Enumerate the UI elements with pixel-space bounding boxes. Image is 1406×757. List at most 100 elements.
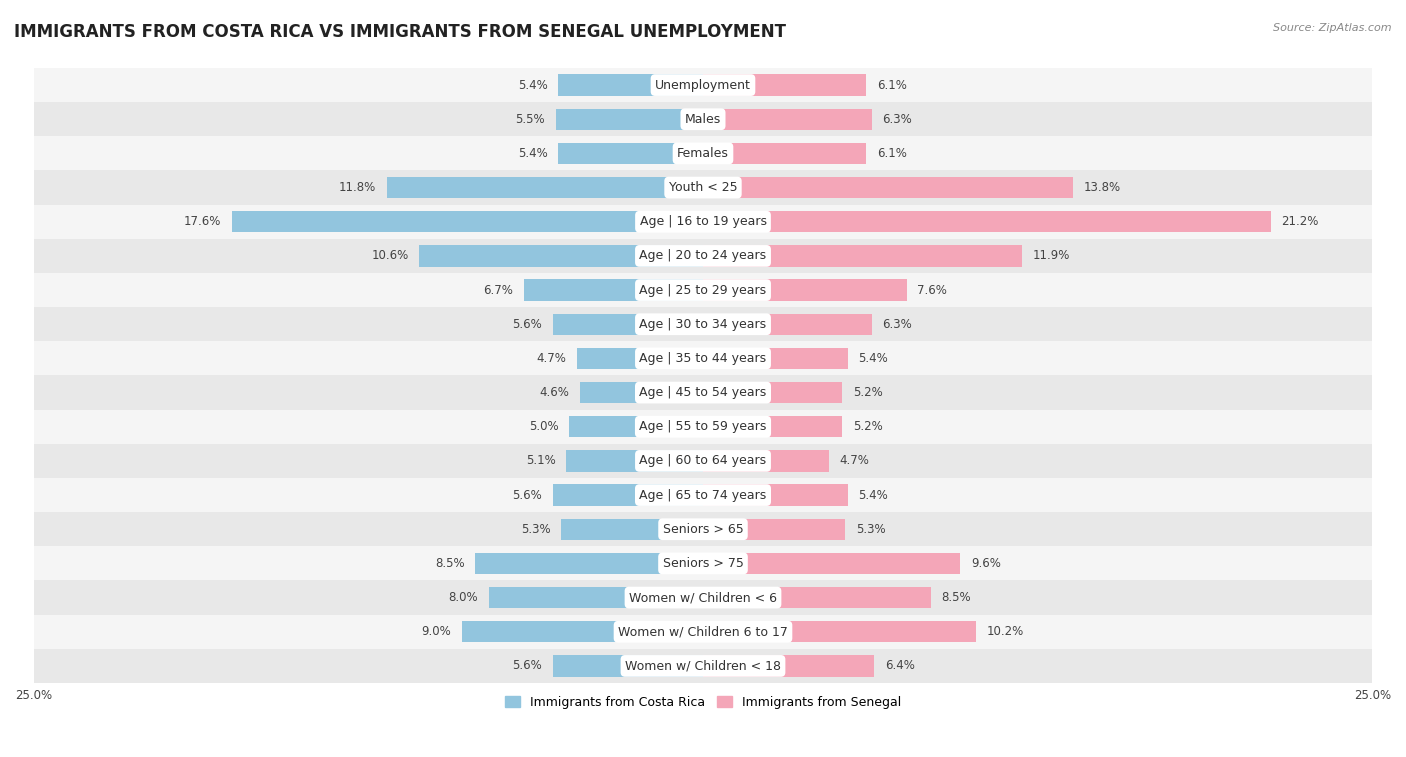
Bar xyxy=(387,177,703,198)
Bar xyxy=(34,341,1372,375)
Bar xyxy=(703,484,848,506)
Bar xyxy=(34,136,1372,170)
Bar xyxy=(232,211,703,232)
Text: Males: Males xyxy=(685,113,721,126)
Text: 4.7%: 4.7% xyxy=(537,352,567,365)
Bar xyxy=(703,587,931,608)
Text: 6.4%: 6.4% xyxy=(886,659,915,672)
Text: 4.6%: 4.6% xyxy=(540,386,569,399)
Bar xyxy=(576,347,703,369)
Text: Age | 30 to 34 years: Age | 30 to 34 years xyxy=(640,318,766,331)
Bar xyxy=(34,444,1372,478)
Text: Youth < 25: Youth < 25 xyxy=(669,181,737,194)
Bar xyxy=(553,484,703,506)
Text: 9.6%: 9.6% xyxy=(970,557,1001,570)
Text: Seniors > 75: Seniors > 75 xyxy=(662,557,744,570)
Text: 11.9%: 11.9% xyxy=(1032,249,1070,263)
Text: 5.1%: 5.1% xyxy=(526,454,555,467)
Text: 10.2%: 10.2% xyxy=(987,625,1024,638)
Bar xyxy=(34,273,1372,307)
Text: 5.4%: 5.4% xyxy=(858,488,889,502)
Text: 5.5%: 5.5% xyxy=(516,113,546,126)
Bar xyxy=(561,519,703,540)
Bar xyxy=(34,478,1372,512)
Text: 13.8%: 13.8% xyxy=(1083,181,1121,194)
Bar xyxy=(34,410,1372,444)
Bar xyxy=(703,313,872,335)
Text: 21.2%: 21.2% xyxy=(1281,215,1319,229)
Text: 6.7%: 6.7% xyxy=(484,284,513,297)
Text: Age | 35 to 44 years: Age | 35 to 44 years xyxy=(640,352,766,365)
Text: 7.6%: 7.6% xyxy=(917,284,948,297)
Bar xyxy=(463,621,703,643)
Text: 11.8%: 11.8% xyxy=(339,181,377,194)
Text: Women w/ Children 6 to 17: Women w/ Children 6 to 17 xyxy=(619,625,787,638)
Text: 5.6%: 5.6% xyxy=(513,659,543,672)
Text: 5.0%: 5.0% xyxy=(529,420,558,433)
Text: 5.6%: 5.6% xyxy=(513,488,543,502)
Bar xyxy=(34,68,1372,102)
Bar xyxy=(34,204,1372,238)
Bar xyxy=(34,512,1372,547)
Text: Females: Females xyxy=(678,147,728,160)
Text: 10.6%: 10.6% xyxy=(371,249,409,263)
Bar xyxy=(703,177,1073,198)
Bar xyxy=(34,615,1372,649)
Text: 6.1%: 6.1% xyxy=(877,79,907,92)
Text: 5.2%: 5.2% xyxy=(853,386,883,399)
Bar xyxy=(567,450,703,472)
Bar xyxy=(34,375,1372,410)
Bar xyxy=(419,245,703,266)
Bar xyxy=(703,416,842,438)
Text: Unemployment: Unemployment xyxy=(655,79,751,92)
Bar xyxy=(489,587,703,608)
Text: Women w/ Children < 6: Women w/ Children < 6 xyxy=(628,591,778,604)
Text: 5.4%: 5.4% xyxy=(858,352,889,365)
Bar xyxy=(703,553,960,574)
Text: 8.0%: 8.0% xyxy=(449,591,478,604)
Bar xyxy=(703,109,872,130)
Bar xyxy=(569,416,703,438)
Bar xyxy=(703,279,907,301)
Text: Age | 65 to 74 years: Age | 65 to 74 years xyxy=(640,488,766,502)
Bar xyxy=(34,547,1372,581)
Bar xyxy=(703,450,830,472)
Bar xyxy=(703,382,842,403)
Text: Women w/ Children < 18: Women w/ Children < 18 xyxy=(626,659,780,672)
Text: 5.4%: 5.4% xyxy=(517,147,548,160)
Text: 5.3%: 5.3% xyxy=(856,523,886,536)
Bar xyxy=(558,74,703,95)
Text: 6.3%: 6.3% xyxy=(883,318,912,331)
Bar xyxy=(34,102,1372,136)
Bar xyxy=(703,211,1271,232)
Bar xyxy=(703,74,866,95)
Text: 8.5%: 8.5% xyxy=(434,557,464,570)
Text: Seniors > 65: Seniors > 65 xyxy=(662,523,744,536)
Bar xyxy=(34,170,1372,204)
Text: 5.2%: 5.2% xyxy=(853,420,883,433)
Bar xyxy=(558,143,703,164)
Bar xyxy=(523,279,703,301)
Text: 5.3%: 5.3% xyxy=(520,523,550,536)
Bar xyxy=(553,656,703,677)
Bar xyxy=(703,245,1022,266)
Bar xyxy=(703,621,976,643)
Bar xyxy=(34,307,1372,341)
Bar xyxy=(34,238,1372,273)
Text: 8.5%: 8.5% xyxy=(942,591,972,604)
Text: IMMIGRANTS FROM COSTA RICA VS IMMIGRANTS FROM SENEGAL UNEMPLOYMENT: IMMIGRANTS FROM COSTA RICA VS IMMIGRANTS… xyxy=(14,23,786,41)
Bar xyxy=(475,553,703,574)
Text: Source: ZipAtlas.com: Source: ZipAtlas.com xyxy=(1274,23,1392,33)
Legend: Immigrants from Costa Rica, Immigrants from Senegal: Immigrants from Costa Rica, Immigrants f… xyxy=(499,690,907,714)
Bar xyxy=(555,109,703,130)
Bar xyxy=(34,581,1372,615)
Text: 9.0%: 9.0% xyxy=(422,625,451,638)
Text: 4.7%: 4.7% xyxy=(839,454,869,467)
Bar xyxy=(553,313,703,335)
Bar xyxy=(34,649,1372,683)
Text: 17.6%: 17.6% xyxy=(184,215,221,229)
Text: 6.3%: 6.3% xyxy=(883,113,912,126)
Text: Age | 20 to 24 years: Age | 20 to 24 years xyxy=(640,249,766,263)
Text: Age | 25 to 29 years: Age | 25 to 29 years xyxy=(640,284,766,297)
Bar xyxy=(703,347,848,369)
